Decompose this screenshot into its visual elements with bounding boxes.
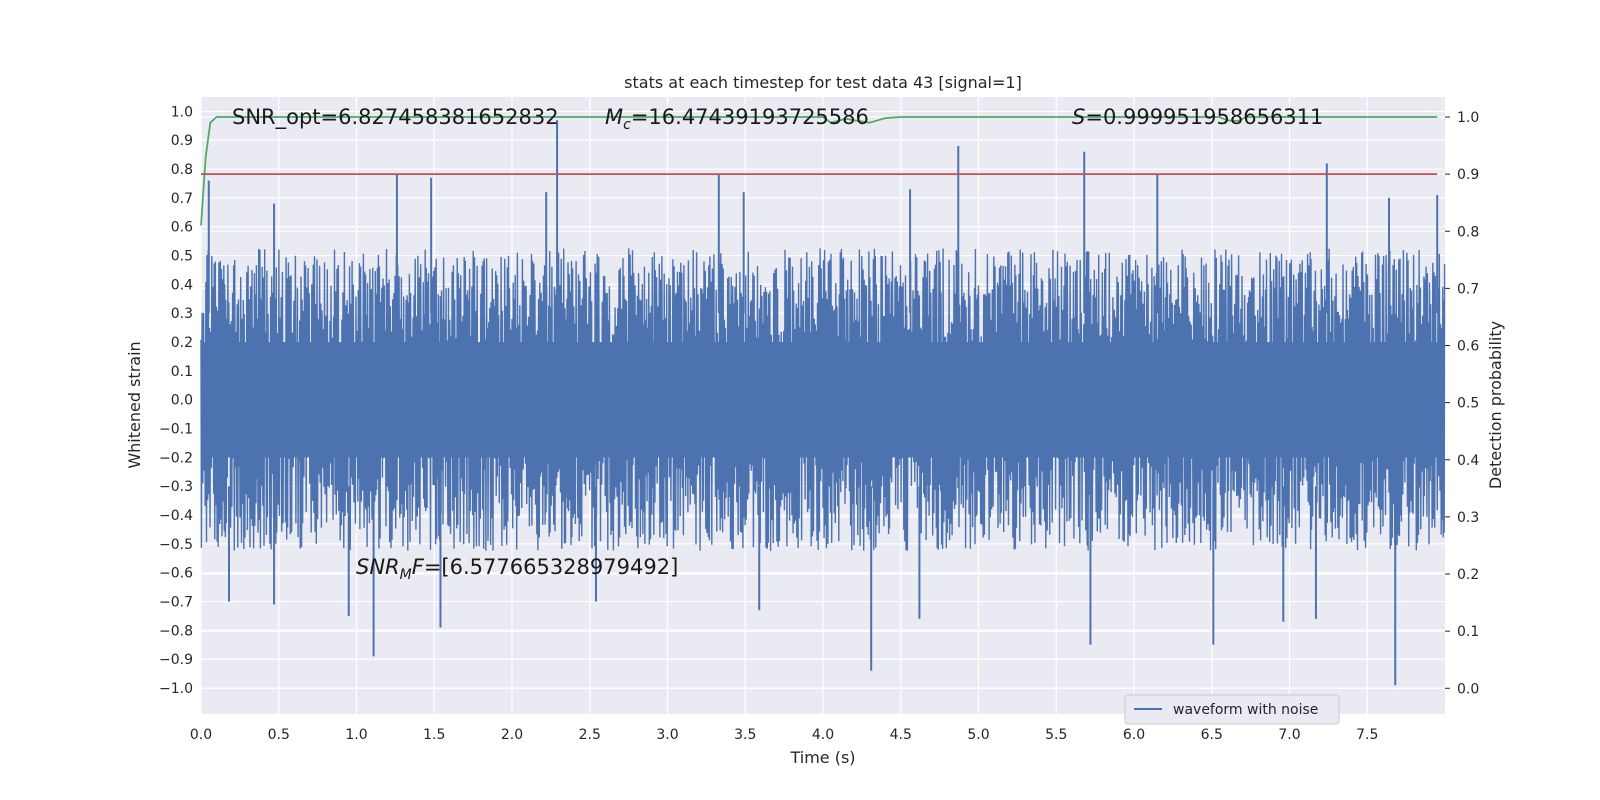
y-tick-label: 1.0 [171,104,193,120]
x-tick-label: 2.5 [579,727,601,743]
s-value: =0.999951958656311 [1085,105,1323,129]
y-tick-label: −0.8 [159,623,193,639]
right-axis-series [200,116,1438,226]
y2-tick-label: 0.6 [1457,339,1479,355]
annotation-snr-mf: SNRMF=[6.577665328979492] [356,555,678,583]
y-tick-label: −0.1 [159,422,193,438]
y-tick-label: 0.0 [171,393,193,409]
legend-label-waveform: waveform with noise [1173,702,1318,718]
x-tick-label: 0.0 [190,727,212,743]
x-tick-label: 5.5 [1045,727,1067,743]
chirp-mass-subscript: c [623,117,631,133]
y2-axis-label: Detection probability [1486,321,1505,489]
y-tick-label: −0.5 [159,537,193,553]
y2-tick-label: 0.7 [1457,281,1479,297]
snr-mf-symbol: SNR [356,555,400,579]
x-tick-label: 6.0 [1123,727,1145,743]
y-axis-label: Whitened strain [125,341,144,468]
legend: waveform with noise [1124,694,1340,725]
annotation-chirp-mass: Mc=16.47439193725586 [605,105,869,133]
y-tick-label: −0.3 [159,479,193,495]
y-tick-label: 0.4 [171,277,193,293]
chart-title: stats at each timestep for test data 43 … [624,73,1022,92]
axes: 0.0 0.5 1.0 1.5 2.0 2.5 3.0 3.5 4.0 4.5 5.0 5.5 6.0 6… [159,104,1479,743]
annotation-s: S=0.999951958656311 [1072,105,1323,129]
y-tick-label: 0.5 [171,249,193,265]
x-axis-label: Time (s) [789,748,855,767]
y2-tick-label: 0.9 [1457,167,1479,183]
y-tick-label: 0.1 [171,364,193,380]
y-tick-label: 0.3 [171,306,193,322]
y-tick-label: 0.2 [171,335,193,351]
y-tick-label: −1.0 [159,681,193,697]
x-tick-label: 7.5 [1356,727,1378,743]
y-tick-label: 0.7 [171,191,193,207]
x-tick-label: 5.0 [967,727,989,743]
s-symbol: S [1072,105,1085,129]
y-tick-label: 0.6 [171,220,193,236]
y-tick-label: −0.6 [159,566,193,582]
x-tick-label: 3.0 [656,727,678,743]
y-tick-label: 0.8 [171,162,193,178]
y2-tick-label: 0.3 [1457,510,1479,526]
annotation-snr-opt: SNR_opt=6.827458381652832 [232,105,559,130]
chirp-mass-value: =16.47439193725586 [631,105,869,129]
x-tick-label: 4.5 [890,727,912,743]
legend-box [1124,694,1340,725]
y-tick-label: −0.2 [159,450,193,466]
x-tick-label: 0.5 [268,727,290,743]
y-tick-label: −0.9 [159,652,193,668]
y-tick-label: −0.4 [159,508,193,524]
x-tick-label: 3.5 [734,727,756,743]
y2-tick-label: 0.5 [1457,396,1479,412]
y-tick-label: −0.7 [159,595,193,611]
x-tick-label: 7.0 [1278,727,1300,743]
x-tick-label: 2.0 [501,727,523,743]
x-tick-label: 1.5 [423,727,445,743]
snr-mf-symbol-f: F [412,555,425,579]
y2-tick-label: 0.0 [1457,681,1479,697]
x-tick-label: 1.0 [345,727,367,743]
y2-tick-label: 1.0 [1457,110,1479,126]
waveform-core-band [201,342,1445,458]
snr-mf-value: =[6.577665328979492] [424,555,678,579]
x-tick-label: 4.0 [812,727,834,743]
series-waveform-with-noise [200,120,1446,686]
detection-probability-line [200,116,1438,226]
x-tick-label: 6.5 [1201,727,1223,743]
snr-mf-subscript: M [400,567,412,583]
y-tick-label: 0.9 [171,133,193,149]
chirp-mass-symbol: M [605,105,623,129]
y2-tick-label: 0.2 [1457,567,1479,583]
y2-tick-label: 0.1 [1457,624,1479,640]
y2-tick-label: 0.8 [1457,224,1479,240]
y2-tick-label: 0.4 [1457,453,1479,469]
